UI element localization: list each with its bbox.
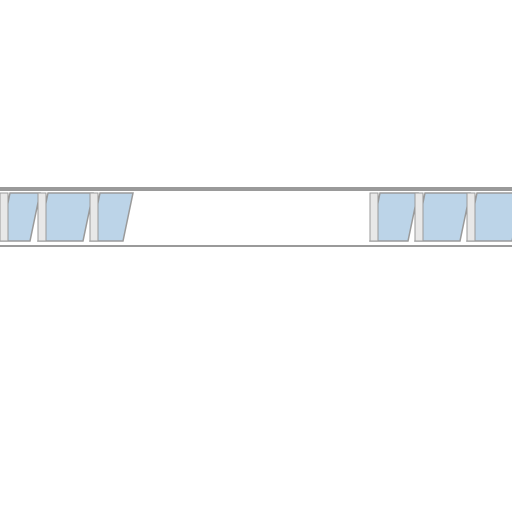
stands (0, 187, 512, 247)
background (0, 0, 512, 512)
pitch-view-diagram (0, 0, 512, 512)
scene-svg (0, 0, 512, 512)
